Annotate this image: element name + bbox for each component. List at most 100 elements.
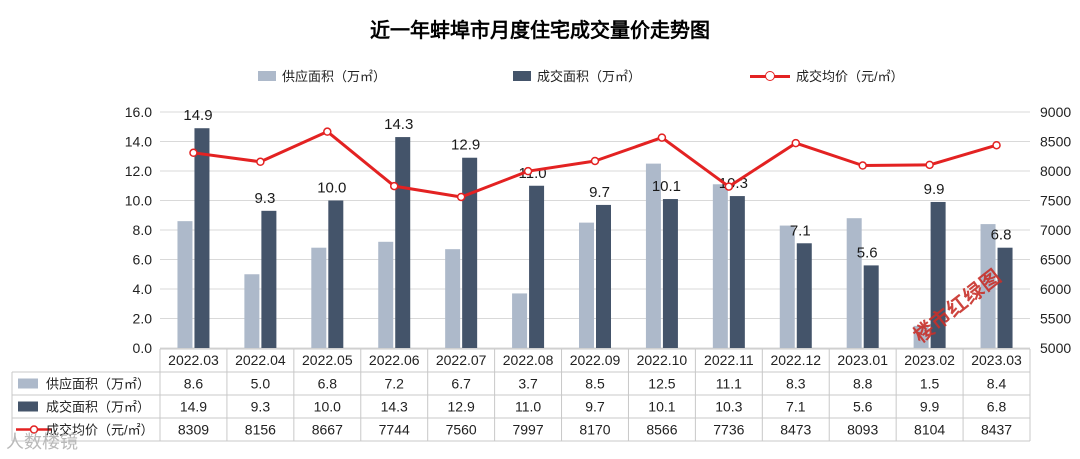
data-label-transaction: 10.0 [317,180,346,197]
data-label-transaction: 6.8 [991,227,1012,244]
y-left-tick-label: 10.0 [125,193,152,209]
bar-supply [779,225,795,348]
table-cell-price: 7560 [446,422,477,438]
table-cell-transaction: 10.3 [715,399,742,415]
x-tick-label: 2022.10 [637,352,688,368]
table-cell-supply: 8.6 [184,376,204,392]
table-row-label-transaction: 成交面积（万㎡） [46,400,150,415]
y-left-tick-label: 2.0 [133,311,153,327]
y-right-tick-label: 6500 [1040,252,1071,268]
table-cell-price: 7744 [379,422,410,438]
x-tick-label: 2022.04 [235,352,286,368]
bar-transaction [930,201,946,348]
legend-swatch-price [750,70,790,82]
data-label-transaction: 14.9 [183,107,212,124]
y-left-tick-label: 16.0 [125,104,152,120]
y-right-tick-label: 7500 [1040,193,1071,209]
table-swatch-marker-price [29,425,39,434]
y-right-tick-label: 9000 [1040,104,1071,120]
x-tick-label: 2022.07 [436,352,487,368]
data-label-transaction: 7.1 [790,222,811,239]
table-cell-price: 8309 [178,422,209,438]
table-cell-transaction: 12.9 [448,399,475,415]
bar-transaction [462,157,478,348]
point-price [323,127,332,136]
bar-transaction [328,200,344,348]
legend-label-price: 成交均价（元/㎡） [796,69,904,84]
table-cell-supply: 8.8 [853,376,873,392]
x-tick-label: 2022.05 [302,352,353,368]
table-cell-price: 8473 [780,422,811,438]
bar-supply [712,184,728,348]
point-price [925,160,934,170]
table-row-label-price: 成交均价（元/㎡） [46,423,154,438]
table-cell-price: 8104 [914,422,945,438]
table-cell-transaction: 11.0 [515,399,541,415]
bar-transaction [729,196,745,348]
point-price [456,192,466,202]
x-tick-label: 2022.09 [570,352,621,368]
bar-transaction [997,247,1013,348]
data-label-transaction: 14.3 [384,116,413,133]
table-cell-price: 8093 [847,422,878,438]
point-price [858,161,867,170]
y-right-tick-label: 6000 [1040,281,1071,297]
table-cell-price: 8156 [245,422,276,438]
y-left-tick-label: 8.0 [133,222,153,238]
bar-transaction [596,204,611,348]
table-cell-price: 7997 [512,422,543,438]
bar-supply [980,224,996,348]
table-cell-price: 8170 [579,422,610,438]
x-tick-label: 2022.11 [704,352,754,368]
table-cell-supply: 5.0 [251,376,271,392]
data-label-transaction: 9.9 [924,181,945,198]
legend-swatch-transaction [513,70,531,81]
table-swatch-supply [18,378,38,389]
x-tick-label: 2023.03 [971,352,1022,368]
watermark-corner: 人数楼镜 [6,432,78,453]
bar-supply [445,249,461,348]
x-tick-label: 2022.06 [369,352,420,368]
legend-swatch-supply [258,70,276,81]
bar-supply [579,222,594,348]
chart-title: 近一年蚌埠市月度住宅成交量价走势图 [370,18,710,42]
legend-label-transaction: 成交面积（万㎡） [537,69,642,84]
point-price [791,138,801,148]
table-cell-price: 7736 [713,422,744,438]
bar-transaction [796,243,812,348]
y-right-tick-label: 7000 [1040,222,1071,238]
bar-supply [244,274,260,348]
y-left-tick-label: 6.0 [133,252,153,268]
table-swatch-transaction [18,401,38,412]
table-cell-transaction: 10.0 [314,399,341,415]
legend-label-supply: 供应面积（万㎡） [282,69,387,84]
legend-item-transaction: 成交面积（万㎡） [513,66,641,85]
table-cell-transaction: 10.1 [648,399,675,415]
table-cell-transaction: 9.9 [920,399,940,415]
y-left-tick-label: 4.0 [133,281,153,297]
bar-transaction [261,210,277,348]
data-label-transaction: 9.7 [589,184,610,201]
table-cell-transaction: 14.3 [381,399,408,415]
y-left-tick-label: 0.0 [133,340,153,356]
table-cell-supply: 12.5 [648,376,675,392]
x-tick-label: 2023.01 [837,352,888,368]
table-cell-supply: 11.1 [716,376,742,392]
x-tick-label: 2022.08 [503,352,554,368]
legend-item-supply: 供应面积（万㎡） [258,66,386,85]
bar-transaction [395,137,411,348]
point-price [724,182,734,191]
bar-supply [645,163,661,348]
legend-item-price: 成交均价（元/㎡） [750,66,904,85]
table-cell-supply: 3.7 [518,376,538,392]
table-cell-transaction: 6.8 [987,399,1007,415]
table-cell-transaction: 14.9 [180,399,207,415]
table-cell-supply: 6.8 [318,376,338,392]
y-left-tick-label: 12.0 [125,163,152,179]
y-right-tick-label: 5000 [1040,340,1071,356]
table-cell-supply: 8.5 [585,376,605,392]
table-cell-transaction: 7.1 [786,399,806,415]
data-label-transaction: 12.9 [451,137,480,154]
table-cell-supply: 8.3 [786,376,806,392]
